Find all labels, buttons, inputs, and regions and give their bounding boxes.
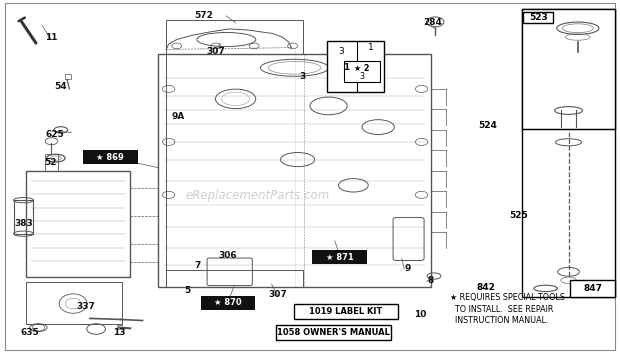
Text: 5: 5: [184, 286, 190, 295]
Text: ★ 870: ★ 870: [215, 298, 242, 307]
Text: 1: 1: [368, 43, 374, 52]
Text: 847: 847: [583, 284, 602, 293]
Text: 842: 842: [477, 283, 495, 292]
Bar: [294, 304, 398, 319]
Text: 11: 11: [45, 32, 57, 42]
Bar: [522, 9, 615, 297]
Bar: [45, 154, 58, 171]
Text: 9: 9: [405, 264, 411, 274]
Text: 307: 307: [206, 47, 225, 56]
Text: 383: 383: [14, 219, 33, 228]
Text: ★ REQUIRES SPECIAL TOOLS
  TO INSTALL.  SEE REPAIR
  INSTRUCTION MANUAL.: ★ REQUIRES SPECIAL TOOLS TO INSTALL. SEE…: [450, 293, 564, 325]
Bar: [158, 54, 431, 287]
Text: ★ 869: ★ 869: [97, 152, 124, 162]
Bar: [327, 41, 384, 92]
Text: 1019 LABEL KIT: 1019 LABEL KIT: [309, 307, 383, 316]
Bar: [570, 280, 615, 297]
Bar: [344, 61, 380, 82]
Bar: [166, 270, 303, 287]
Text: 284: 284: [423, 18, 442, 28]
Text: 625: 625: [45, 130, 64, 139]
Text: 54: 54: [55, 82, 67, 91]
Text: 3: 3: [339, 47, 345, 56]
Text: 523: 523: [529, 13, 547, 22]
Bar: [276, 325, 391, 340]
Bar: [201, 296, 255, 310]
Text: 635: 635: [20, 328, 39, 337]
Bar: [312, 250, 367, 264]
Text: ★ 2: ★ 2: [355, 64, 370, 72]
Text: 13: 13: [113, 328, 125, 337]
Bar: [83, 150, 138, 164]
Text: 1058 OWNER'S MANUAL: 1058 OWNER'S MANUAL: [277, 328, 390, 337]
Bar: [14, 200, 33, 234]
Text: 524: 524: [479, 121, 497, 130]
Text: 3: 3: [360, 72, 365, 81]
Bar: [26, 171, 130, 277]
Bar: [26, 282, 122, 324]
Text: 1: 1: [343, 63, 349, 72]
Text: 7: 7: [194, 261, 200, 270]
Text: 9A: 9A: [172, 112, 185, 121]
Text: 337: 337: [76, 302, 95, 311]
Bar: [65, 74, 71, 79]
Text: eReplacementParts.com: eReplacementParts.com: [185, 190, 329, 202]
Text: 10: 10: [414, 310, 427, 319]
Text: 307: 307: [268, 290, 287, 299]
Bar: [166, 20, 303, 54]
Text: 525: 525: [510, 211, 528, 220]
Text: 8: 8: [428, 276, 434, 285]
Bar: [523, 12, 553, 23]
Text: 572: 572: [194, 11, 213, 20]
Text: 52: 52: [45, 158, 57, 167]
Text: ★ 871: ★ 871: [326, 252, 353, 262]
Text: 306: 306: [219, 251, 237, 261]
Bar: [522, 9, 615, 129]
Text: 3: 3: [299, 72, 306, 82]
Bar: [117, 325, 122, 329]
